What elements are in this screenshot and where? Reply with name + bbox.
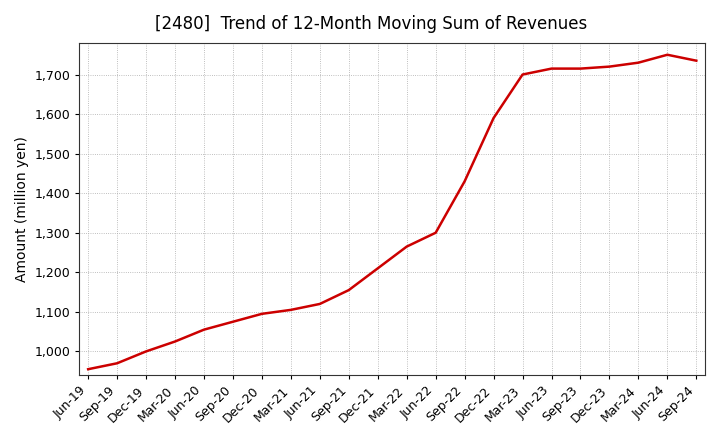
- Y-axis label: Amount (million yen): Amount (million yen): [15, 136, 29, 282]
- Text: [2480]  Trend of 12-Month Moving Sum of Revenues: [2480] Trend of 12-Month Moving Sum of R…: [155, 15, 587, 33]
